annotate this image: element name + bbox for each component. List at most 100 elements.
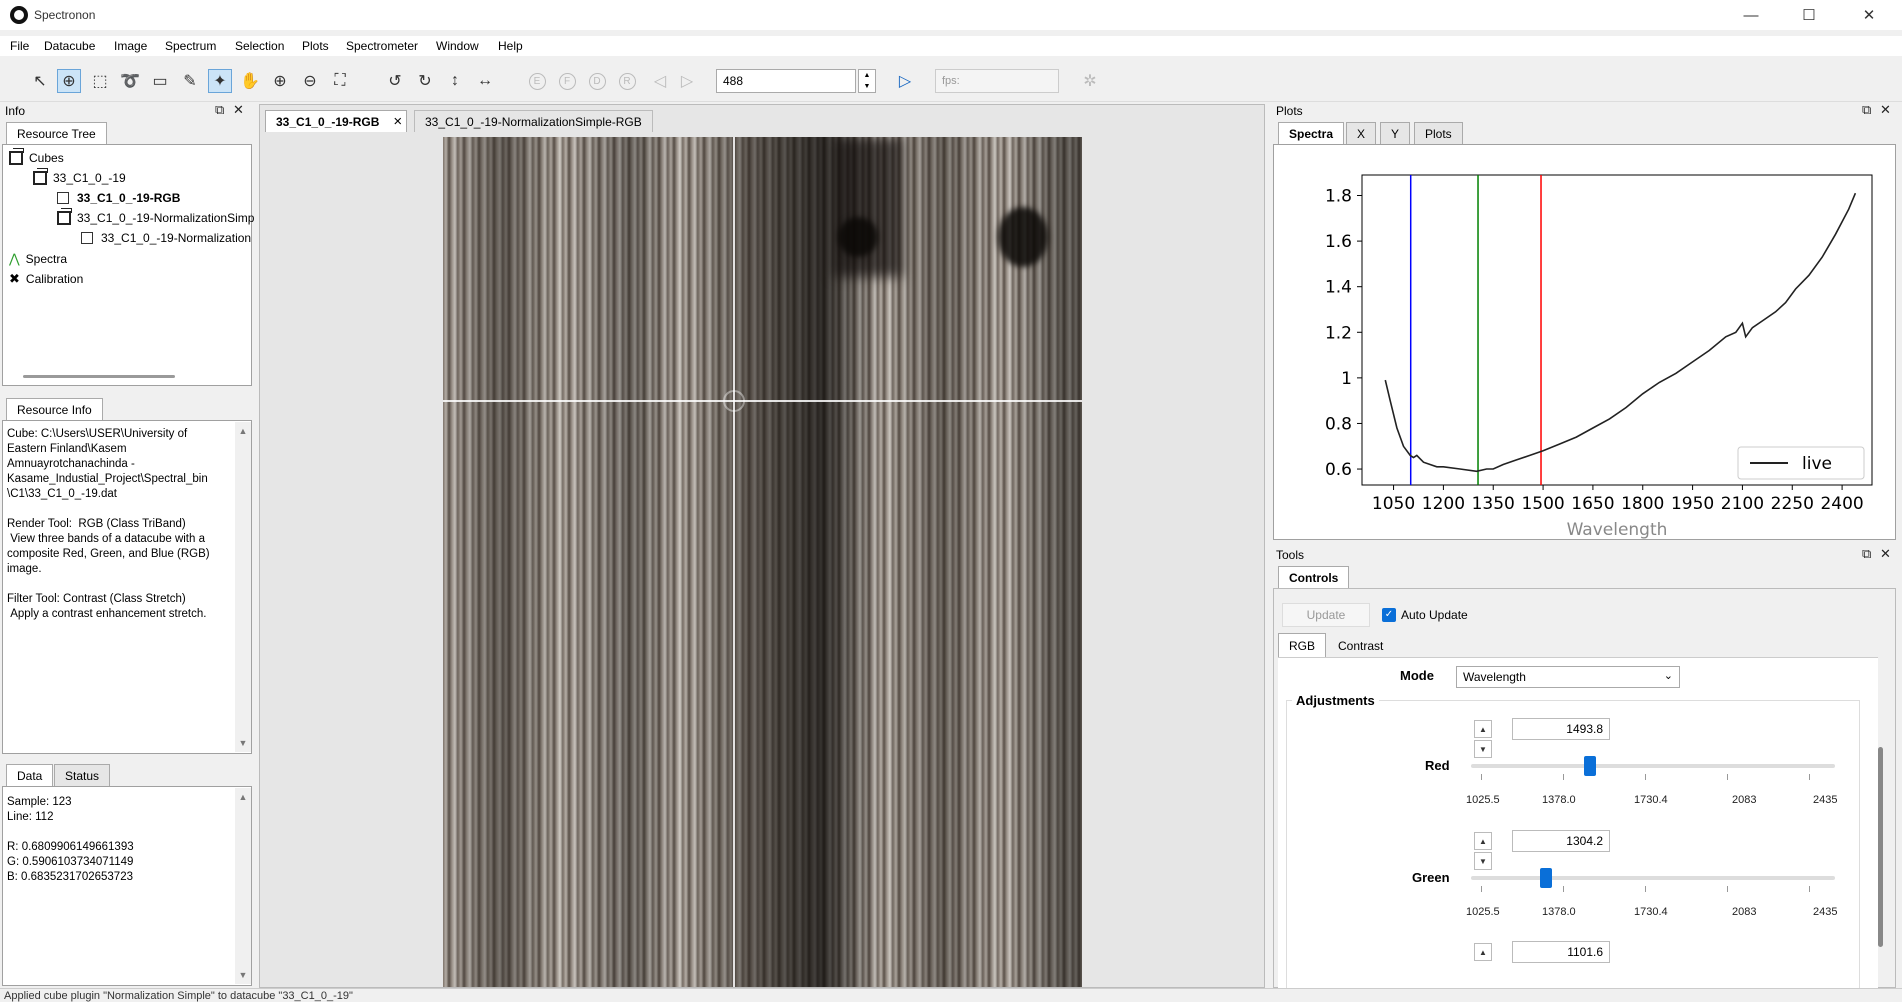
r-button-icon[interactable]: R	[615, 69, 639, 93]
menu-file[interactable]: File	[10, 39, 30, 53]
close-button[interactable]: ✕	[1862, 7, 1876, 24]
panel-close-icon[interactable]: ✕	[233, 102, 244, 117]
record-icon[interactable]: ✲	[1083, 73, 1097, 90]
mode-select[interactable]: Wavelength ⌄	[1456, 666, 1680, 688]
tab-x[interactable]: X	[1346, 122, 1377, 144]
tab-contrast[interactable]: Contrast	[1338, 639, 1384, 653]
green-up-button[interactable]: ▲	[1474, 832, 1492, 850]
menu-plots[interactable]: Plots	[302, 39, 329, 53]
red-slider-track[interactable]	[1471, 764, 1835, 768]
tree-item-spectra[interactable]: ⋀ Spectra	[9, 251, 68, 266]
panel-close-icon[interactable]: ✕	[1880, 546, 1891, 561]
x-tick-label: 2100	[1721, 494, 1764, 514]
plots-panel-header: Plots ⧉ ✕	[1272, 102, 1902, 120]
tab-data[interactable]: Data	[6, 764, 54, 786]
controls-scrollbar[interactable]	[1878, 747, 1883, 947]
update-button[interactable]: Update	[1282, 603, 1370, 627]
menu-window[interactable]: Window	[436, 39, 479, 53]
menu-help[interactable]: Help	[498, 39, 523, 53]
lasso-icon[interactable]: ➰	[120, 73, 140, 90]
data-box: Sample: 123 Line: 112 R: 0.6809906149661…	[2, 786, 252, 986]
crosshair-tool-icon[interactable]: ⊕	[57, 69, 81, 93]
tab-status[interactable]: Status	[54, 764, 111, 786]
cube-icon	[57, 208, 72, 225]
tab-plots[interactable]: Plots	[1414, 122, 1463, 144]
tree-item-cube[interactable]: 33_C1_0_-19	[33, 168, 126, 185]
spectra-chart[interactable]: 0.6 0.8 1 1.2 1.4 1.6 1.8 1050 1200 1350 1500 1650…	[1274, 145, 1895, 539]
float-icon[interactable]: ⧉	[1862, 546, 1872, 561]
tree-item-calibration[interactable]: ✖ Calibration	[9, 271, 84, 286]
red-value-field[interactable]: 1493.8	[1512, 718, 1610, 740]
green-slider-track[interactable]	[1471, 876, 1835, 880]
tree-item-cubes[interactable]: Cubes	[9, 148, 64, 165]
pan-hand-icon[interactable]: ✋	[240, 73, 260, 90]
rect-select-icon[interactable]: ⬚	[92, 73, 108, 90]
ruler-icon[interactable]: ▭	[152, 73, 168, 90]
red-slider-handle[interactable]	[1583, 756, 1596, 776]
play-icon[interactable]: ▷	[898, 73, 912, 90]
band-input[interactable]: 488	[716, 69, 856, 93]
zoom-in-icon[interactable]: ⊕	[273, 73, 287, 90]
panel-close-icon[interactable]: ✕	[1880, 102, 1891, 117]
green-down-button[interactable]: ▼	[1474, 852, 1492, 870]
blue-up-button[interactable]: ▲	[1474, 943, 1492, 961]
auto-update-checkbox[interactable]: ✓	[1382, 608, 1396, 622]
crosshair-horizontal	[443, 400, 1082, 402]
tab-resource-tree[interactable]: Resource Tree	[6, 122, 107, 144]
legend-box	[1737, 446, 1865, 480]
green-tick-label: 1025.5	[1466, 906, 1500, 918]
band-spinner[interactable]: ▲ ▼	[858, 69, 876, 93]
tab-controls[interactable]: Controls	[1278, 566, 1350, 588]
tree-item-normalization[interactable]: 33_C1_0_-19-NormalizationSimp	[57, 208, 254, 225]
tab-rgb[interactable]: RGB	[1278, 633, 1327, 657]
tree-item-normalization-child[interactable]: 33_C1_0_-19-Normalization	[81, 231, 251, 245]
float-icon[interactable]: ⧉	[1862, 102, 1872, 117]
blue-value-field[interactable]: 1101.6	[1512, 941, 1610, 963]
e-button-icon[interactable]: E	[525, 69, 549, 93]
float-icon[interactable]: ⧉	[215, 102, 225, 117]
menu-image[interactable]: Image	[114, 39, 148, 53]
tab-resource-info[interactable]: Resource Info	[6, 398, 103, 420]
tab-y[interactable]: Y	[1380, 122, 1411, 144]
x-tick-label: 1050	[1372, 494, 1415, 514]
pointer-tool-icon[interactable]: ↖	[33, 73, 47, 90]
highlight-tool-icon[interactable]: ✦	[208, 69, 232, 93]
f-button-icon[interactable]: F	[555, 69, 579, 93]
tree-item-rgb[interactable]: 33_C1_0_-19-RGB	[57, 191, 180, 205]
adjustments-label: Adjustments	[1292, 693, 1379, 708]
resource-info-scrollbar[interactable]: ▲ ▼	[235, 422, 251, 752]
title-bar: Spectronon — ☐ ✕	[0, 0, 1902, 30]
menu-spectrum[interactable]: Spectrum	[165, 39, 217, 53]
zoom-out-icon[interactable]: ⊖	[303, 73, 317, 90]
tab-spectra[interactable]: Spectra	[1278, 122, 1345, 144]
horizontal-scrollbar[interactable]	[23, 375, 175, 378]
tab-image-rgb[interactable]: 33_C1_0_-19-RGB ×	[265, 110, 408, 132]
crosshair-center-icon	[723, 390, 745, 412]
rotate-left-icon[interactable]: ↺	[388, 73, 402, 90]
tab-image-normalization[interactable]: 33_C1_0_-19-NormalizationSimple-RGB	[414, 110, 653, 132]
menu-spectrometer[interactable]: Spectrometer	[346, 39, 419, 53]
red-up-button[interactable]: ▲	[1474, 720, 1492, 738]
red-down-button[interactable]: ▼	[1474, 740, 1492, 758]
menu-datacube[interactable]: Datacube	[44, 39, 96, 53]
tab-close-icon[interactable]: ×	[393, 113, 403, 130]
green-value-field[interactable]: 1304.2	[1512, 830, 1610, 852]
next-band-icon[interactable]: ▷	[680, 73, 694, 90]
fps-field[interactable]: fps:	[935, 69, 1059, 93]
fit-window-icon[interactable]: ⛶	[334, 72, 346, 89]
magic-wand-icon[interactable]: ✎	[183, 73, 197, 90]
green-slider-handle[interactable]	[1539, 868, 1552, 888]
d-button-icon[interactable]: D	[585, 69, 609, 93]
rotate-right-icon[interactable]: ↻	[418, 73, 432, 90]
minimize-button[interactable]: —	[1743, 6, 1759, 24]
hyperspectral-image[interactable]	[443, 137, 1082, 987]
menu-selection[interactable]: Selection	[235, 39, 285, 53]
x-tick-label: 1950	[1671, 494, 1714, 514]
data-scrollbar[interactable]: ▲ ▼	[235, 788, 251, 984]
info-panel-title: Info	[5, 104, 26, 118]
maximize-button[interactable]: ☐	[1802, 7, 1816, 24]
dark-spot	[838, 217, 878, 257]
flip-vertical-icon[interactable]: ↕	[451, 72, 459, 89]
flip-horizontal-icon[interactable]: ↔	[477, 72, 493, 89]
prev-band-icon[interactable]: ◁	[653, 73, 667, 90]
